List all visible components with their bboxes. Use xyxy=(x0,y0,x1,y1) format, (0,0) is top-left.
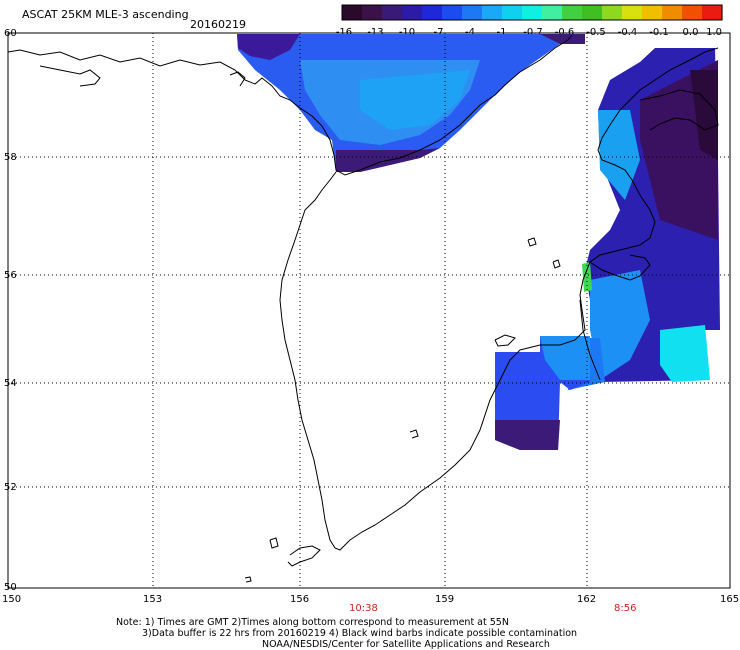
plot-frame xyxy=(7,32,731,589)
colorbar-swatch xyxy=(702,5,723,20)
swath-north-edge xyxy=(237,34,300,60)
coast-taui-bay xyxy=(39,65,101,87)
colorbar-swatch xyxy=(562,5,583,20)
lat-label-60: 60 xyxy=(4,28,17,39)
coast-kuril-2 xyxy=(287,545,321,567)
lon-label-165: 165 xyxy=(720,594,740,605)
coast-islet-414 xyxy=(409,429,419,439)
product-title: ASCAT 25KM MLE-3 ascending xyxy=(22,8,189,21)
colorbar-swatch xyxy=(682,5,703,20)
coast-island-1 xyxy=(494,334,516,347)
colorbar-swatch xyxy=(462,5,483,20)
coast-kuril-3 xyxy=(244,576,252,583)
coast-island-3 xyxy=(552,259,561,269)
coast-island-2 xyxy=(527,237,537,247)
colorbar-swatch xyxy=(362,5,383,20)
colorbar-swatch xyxy=(402,5,423,20)
coast-islet-north xyxy=(229,71,246,87)
swath-east-cyan-patch xyxy=(660,325,710,382)
lat-label-50: 50 xyxy=(4,582,17,593)
lon-label-153: 153 xyxy=(143,594,163,605)
colorbar-swatch xyxy=(622,5,643,20)
swath-east-cyan-mid xyxy=(590,270,650,380)
note-line-3: NOAA/NESDIS/Center for Satellite Applica… xyxy=(262,639,550,650)
colorbar-swatch xyxy=(582,5,603,20)
lat-label-54: 54 xyxy=(4,378,17,389)
lon-label-159: 159 xyxy=(435,594,455,605)
lat-lon-grid xyxy=(8,33,730,588)
colorbar-swatch xyxy=(542,5,563,20)
coast-okhotsk-north xyxy=(7,34,573,176)
colorbar-swatch xyxy=(382,5,403,20)
swath-south-dark xyxy=(495,420,560,450)
colorbar xyxy=(341,4,723,21)
swath-north-tail xyxy=(540,34,585,44)
lon-label-156: 156 xyxy=(290,594,310,605)
swath-east-cyan-north xyxy=(598,110,640,200)
colorbar-swatch xyxy=(482,5,503,20)
lon-label-150: 150 xyxy=(2,594,22,605)
swath-south-light xyxy=(540,336,590,380)
time-label-2: 8:56 xyxy=(614,603,637,614)
lat-label-56: 56 xyxy=(4,270,17,281)
colorbar-swatch xyxy=(602,5,623,20)
colorbar-swatch xyxy=(502,5,523,20)
coast-kamchatka-east xyxy=(589,254,651,281)
colorbar-swatch xyxy=(522,5,543,20)
colorbar-outline xyxy=(341,4,723,21)
lat-label-58: 58 xyxy=(4,152,17,163)
colorbar-swatch xyxy=(642,5,663,20)
product-date: 20160219 xyxy=(190,18,246,31)
colorbar-swatch xyxy=(662,5,683,20)
coast-karaginsky xyxy=(639,89,719,131)
coastlines xyxy=(7,34,719,583)
colorbar-swatch xyxy=(442,5,463,20)
colorbar-swatch xyxy=(422,5,443,20)
coast-commander xyxy=(579,299,601,381)
data-swaths xyxy=(237,34,720,450)
note-line-1: Note: 1) Times are GMT 2)Times along bot… xyxy=(116,617,509,628)
colorbar-swatch xyxy=(342,5,363,20)
coast-kamchatka-west xyxy=(279,47,719,551)
note-line-2: 3)Data buffer is 22 hrs from 20160219 4)… xyxy=(142,628,578,639)
lon-label-162: 162 xyxy=(577,594,597,605)
lat-label-52: 52 xyxy=(4,482,17,493)
swath-east-darkest xyxy=(690,70,718,160)
swath-north-cyan xyxy=(360,70,470,130)
coast-kuril-1 xyxy=(269,537,279,549)
time-label-1: 10:38 xyxy=(349,603,378,614)
